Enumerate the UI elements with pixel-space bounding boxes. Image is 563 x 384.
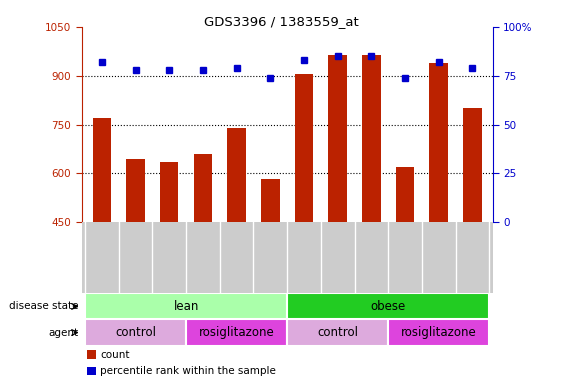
Bar (287, 293, 489, 319)
Bar (85, 293, 287, 319)
Bar (294, 74, 313, 222)
Bar (126, 159, 145, 222)
Text: rosiglitazone: rosiglitazone (199, 326, 275, 339)
Bar (430, 63, 448, 222)
Bar (463, 108, 482, 222)
Text: control: control (115, 326, 156, 339)
Text: GDS3396 / 1383559_at: GDS3396 / 1383559_at (204, 15, 359, 28)
Bar (261, 179, 280, 222)
Text: obese: obese (370, 300, 406, 313)
Bar (186, 319, 287, 346)
Bar (287, 319, 388, 346)
Bar (194, 154, 212, 222)
Bar (328, 55, 347, 222)
Text: control: control (317, 326, 358, 339)
Bar (396, 167, 414, 222)
Text: percentile rank within the sample: percentile rank within the sample (100, 366, 276, 376)
Text: lean: lean (173, 300, 199, 313)
Bar (388, 319, 489, 346)
Bar (227, 128, 246, 222)
Bar (160, 162, 178, 222)
Text: disease state: disease state (10, 301, 79, 311)
Text: rosiglitazone: rosiglitazone (401, 326, 477, 339)
Text: agent: agent (48, 328, 79, 338)
Bar (362, 55, 381, 222)
Bar (92, 118, 111, 222)
Text: count: count (100, 350, 129, 360)
Bar (85, 319, 186, 346)
